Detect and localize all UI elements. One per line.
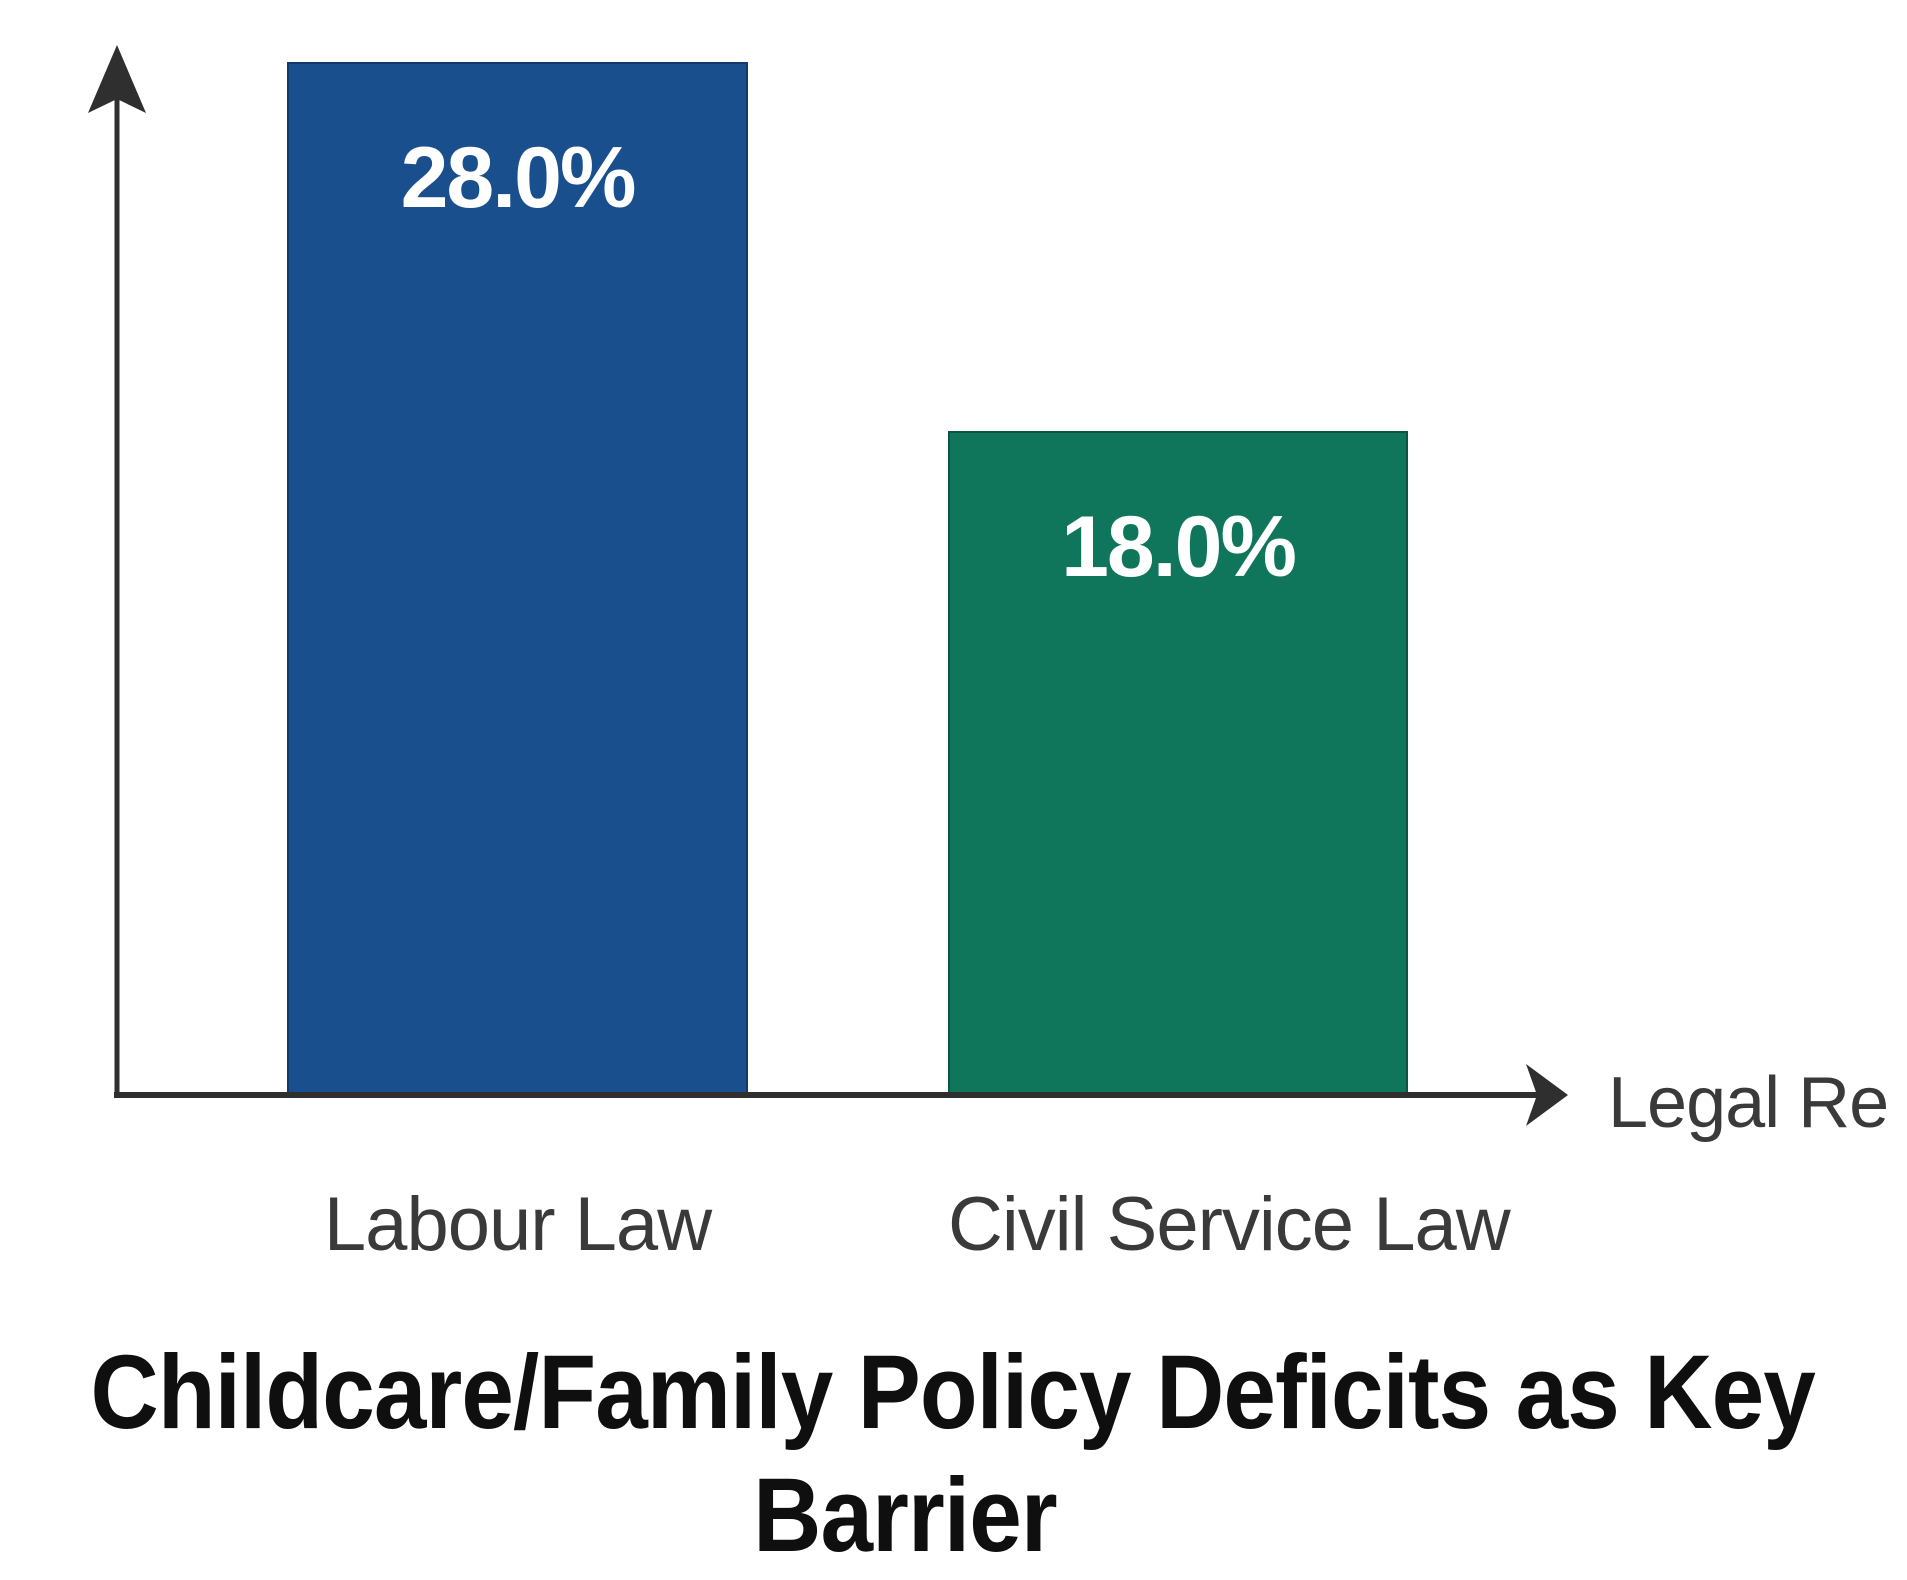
chart-title: Childcare/Family Policy Deficits as Key … bbox=[90, 1331, 1816, 1577]
category-label-civil-service-law: Civil Service Law bbox=[948, 1182, 1511, 1267]
bar-value-label-labour-law: 28.0% bbox=[400, 130, 637, 226]
x-axis-arrow-icon bbox=[1526, 1064, 1568, 1126]
y-axis-arrow-icon bbox=[88, 45, 146, 113]
bar-value-label-civil-service-law: 18.0% bbox=[1061, 499, 1297, 595]
bar-labour-law: 28.0% bbox=[287, 62, 748, 1095]
chart-title-line-2: Barrier bbox=[753, 1457, 1058, 1574]
chart-title-line-1: Childcare/Family Policy Deficits as Key bbox=[90, 1334, 1816, 1451]
category-label-labour-law: Labour Law bbox=[323, 1182, 712, 1267]
bar-civil-service-law: 18.0% bbox=[948, 431, 1408, 1095]
x-axis-label: Legal Re bbox=[1608, 1063, 1889, 1143]
